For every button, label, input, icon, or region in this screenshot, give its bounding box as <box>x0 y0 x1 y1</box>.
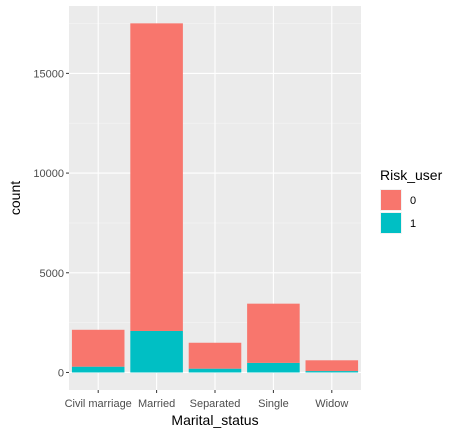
y-axis-title: count <box>7 181 23 215</box>
legend-label-0: 0 <box>410 195 416 207</box>
bar-civil-marriage-risk-0 <box>71 329 125 367</box>
legend-label-1: 1 <box>410 218 416 230</box>
legend-key-0 <box>381 190 401 210</box>
y-axis: 0 5000 10000 15000 <box>33 68 69 379</box>
legend-title: Risk_user <box>380 167 443 183</box>
bar-separated-risk-0 <box>188 342 242 369</box>
bar-widow-risk-1 <box>305 371 359 373</box>
y-tick-label: 0 <box>58 367 64 379</box>
x-axis-title: Marital_status <box>171 412 258 428</box>
bar-single-risk-1 <box>247 362 300 373</box>
x-tick-label: Single <box>258 398 289 410</box>
x-tick-label: Civil marriage <box>65 398 132 410</box>
bar-separated-risk-1 <box>188 368 242 373</box>
legend-key-1 <box>381 213 401 233</box>
y-tick-label: 5000 <box>40 268 64 280</box>
bar-civil-marriage-risk-1 <box>71 366 125 373</box>
x-tick-label: Widow <box>315 398 348 410</box>
x-tick-label: Married <box>138 398 175 410</box>
bar-married-risk-1 <box>130 330 183 373</box>
x-tick-label: Separated <box>190 398 241 410</box>
y-tick-label: 15000 <box>33 68 64 80</box>
bar-widow-risk-0 <box>305 360 359 372</box>
bar-single-risk-0 <box>247 303 300 363</box>
legend: Risk_user 01 <box>380 167 443 234</box>
bars-layer <box>71 23 359 373</box>
y-tick-label: 10000 <box>33 168 64 180</box>
bar-married-risk-0 <box>130 23 183 331</box>
x-axis: Civil marriage Married Separated Single Wido… <box>65 390 348 410</box>
legend-items: 01 <box>380 189 416 234</box>
